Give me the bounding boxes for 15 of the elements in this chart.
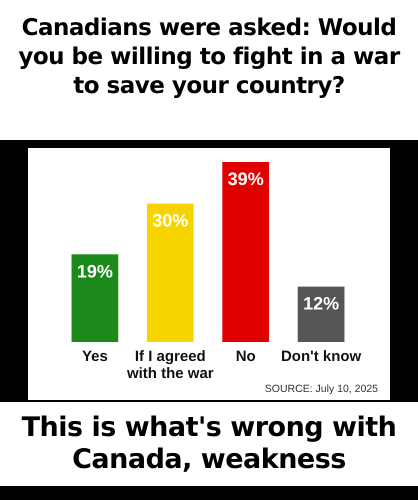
source-note: SOURCE: July 10, 2025	[264, 383, 378, 395]
data-label: 39%	[228, 169, 264, 189]
chart-title: Canadians were asked: Would you be willing to fight in a war to save your country?	[0, 0, 418, 140]
data-label: 19%	[76, 261, 113, 282]
x-tick-label: No	[236, 348, 256, 365]
x-tick-label: Yes	[82, 348, 108, 365]
bar	[72, 254, 118, 342]
data-label: 30%	[152, 210, 188, 231]
text: This is what's wrong with Canada, weakness	[0, 402, 418, 486]
bar	[146, 204, 194, 342]
x-tick-label: Don't know	[280, 348, 362, 365]
bar	[298, 286, 344, 342]
bar	[222, 162, 270, 342]
x-tick-label: If I agreed with the war	[126, 348, 214, 382]
data-label: 12%	[303, 294, 340, 314]
